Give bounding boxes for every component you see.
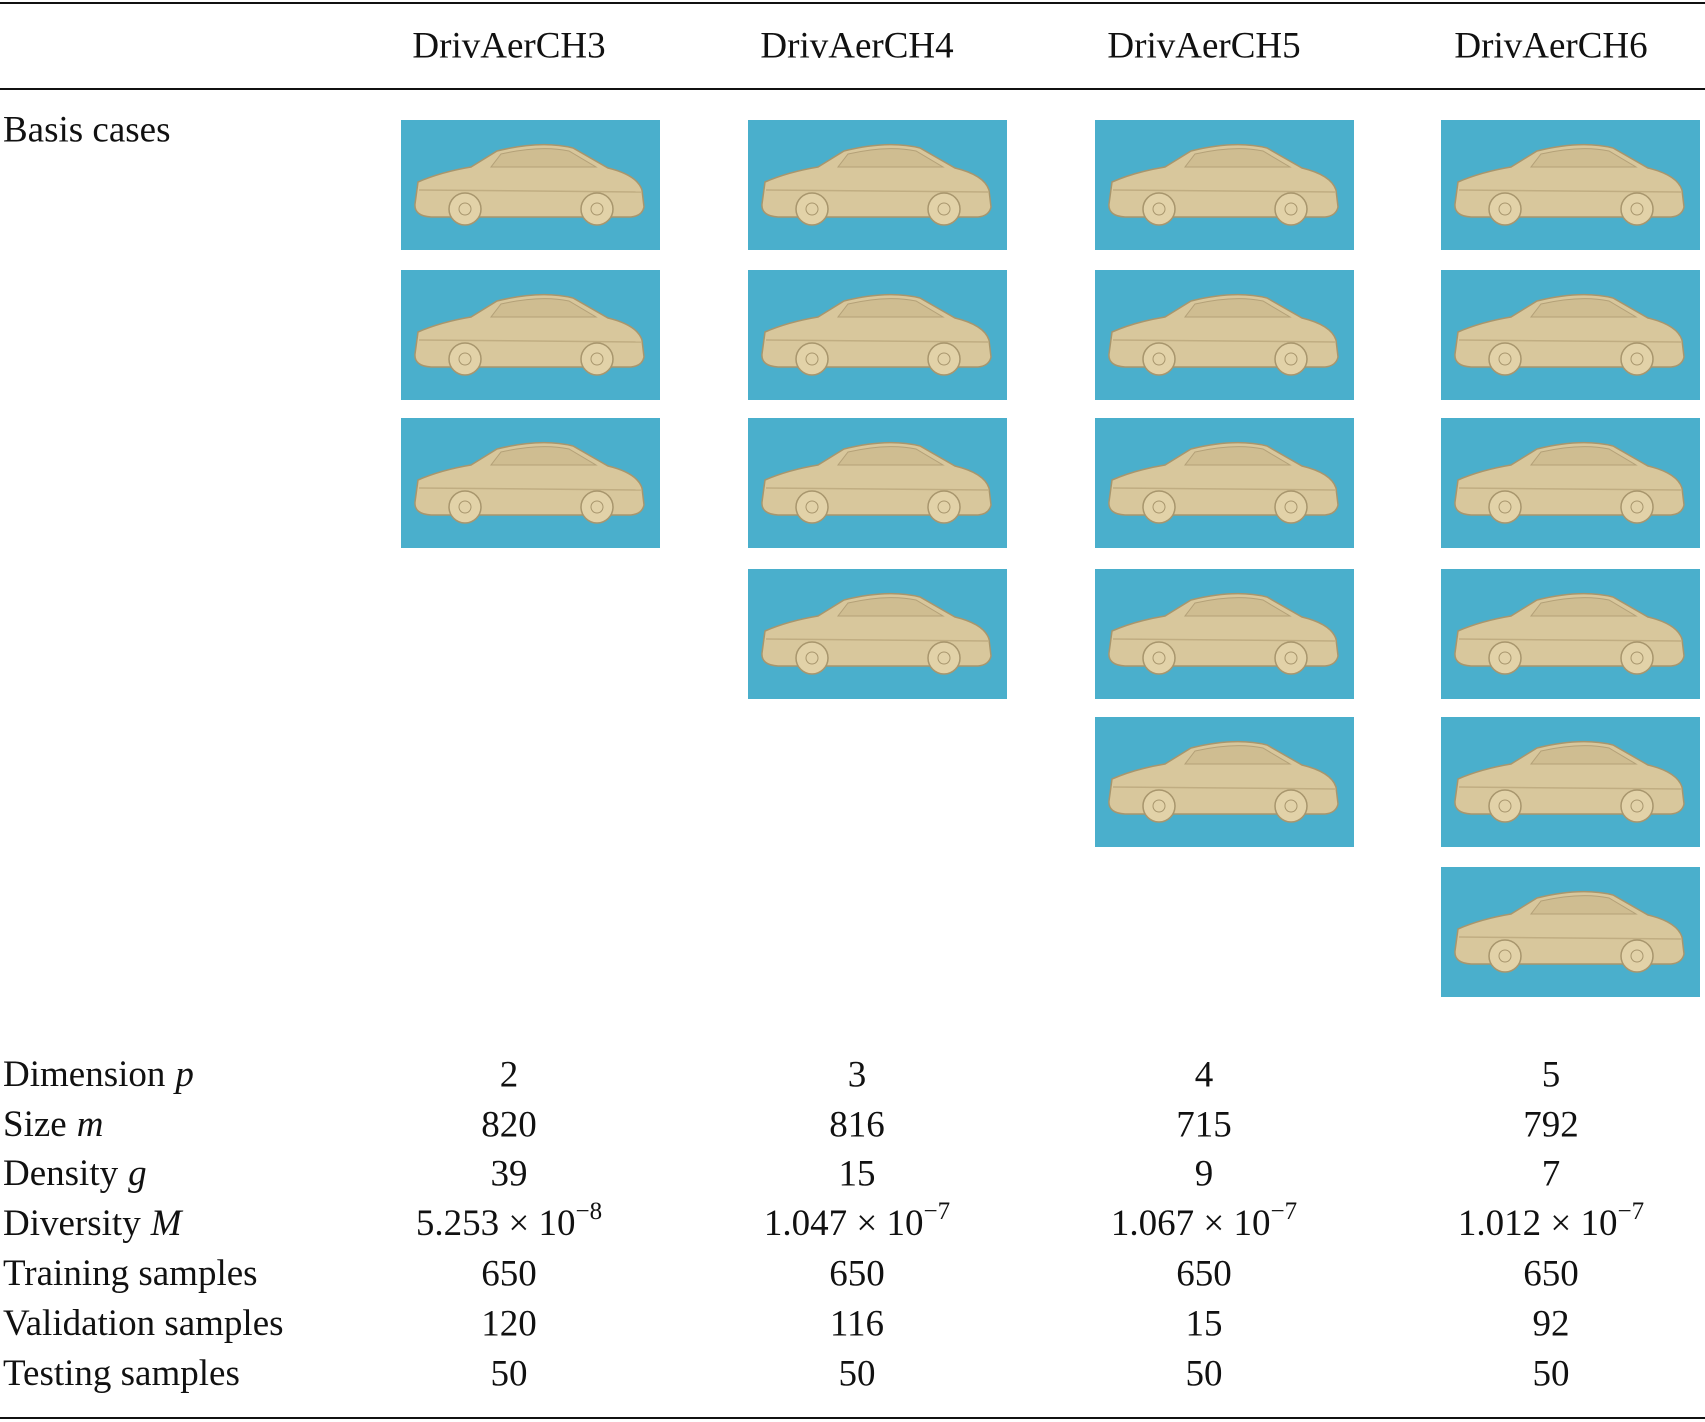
row-label-text: Size <box>3 1104 67 1145</box>
cell: 816 <box>829 1104 885 1145</box>
cell: 50 <box>491 1353 528 1394</box>
cell-exponent: −8 <box>576 1198 603 1225</box>
row-label-text: Diversity <box>3 1203 141 1244</box>
cell: 650 <box>829 1253 885 1294</box>
car-image <box>401 418 660 548</box>
car-image <box>401 270 660 400</box>
cell: 792 <box>1523 1104 1579 1145</box>
row-label-symbol: p <box>172 1054 194 1095</box>
car-image <box>1441 270 1700 400</box>
cell: 116 <box>830 1303 884 1344</box>
row-label: Diversity M <box>3 1203 184 1244</box>
cell: 650 <box>481 1253 537 1294</box>
car-image <box>1441 717 1700 847</box>
car-image <box>1441 569 1700 699</box>
cell: 3 <box>848 1054 867 1095</box>
cell: 50 <box>839 1353 876 1394</box>
row-label: Validation samples <box>3 1303 284 1344</box>
row-label: Training samples <box>3 1253 258 1294</box>
cell: 9 <box>1195 1153 1214 1194</box>
car-image <box>1441 418 1700 548</box>
cell: 715 <box>1176 1104 1232 1145</box>
car-image <box>1095 270 1354 400</box>
cell: 50 <box>1533 1353 1570 1394</box>
cell: 1.047 × 10−7 <box>764 1198 950 1245</box>
car-image <box>748 270 1007 400</box>
basis-label: Basis cases <box>3 109 171 150</box>
car-image <box>1441 867 1700 997</box>
car-image <box>1095 418 1354 548</box>
cell: 4 <box>1195 1054 1214 1095</box>
cell-mantissa: 1.012 × 10 <box>1458 1203 1618 1244</box>
cell: 650 <box>1176 1253 1232 1294</box>
cell-exponent: −7 <box>1618 1198 1645 1225</box>
row-label-text: Training samples <box>3 1253 258 1294</box>
cell: 120 <box>481 1303 537 1344</box>
cell-mantissa: 1.047 × 10 <box>764 1203 924 1244</box>
cell: 650 <box>1523 1253 1579 1294</box>
cell: 5 <box>1542 1054 1561 1095</box>
car-image <box>748 569 1007 699</box>
cell-exponent: −7 <box>924 1198 951 1225</box>
row-label: Density g <box>3 1153 147 1194</box>
cell: 92 <box>1533 1303 1570 1344</box>
row-label: Dimension p <box>3 1054 194 1095</box>
car-image <box>401 120 660 250</box>
row-label-text: Dimension <box>3 1054 165 1095</box>
cell: 820 <box>481 1104 537 1145</box>
column-header: DrivAerCH6 <box>1454 25 1647 66</box>
cell: 50 <box>1186 1353 1223 1394</box>
cell: 15 <box>839 1153 876 1194</box>
row-label: Size m <box>3 1104 103 1145</box>
car-image <box>748 418 1007 548</box>
cell-mantissa: 5.253 × 10 <box>416 1203 576 1244</box>
cell: 5.253 × 10−8 <box>416 1198 602 1245</box>
cell-mantissa: 1.067 × 10 <box>1111 1203 1271 1244</box>
cell: 1.067 × 10−7 <box>1111 1198 1297 1245</box>
column-header: DrivAerCH4 <box>760 25 953 66</box>
car-image <box>1095 120 1354 250</box>
row-label-text: Testing samples <box>3 1353 240 1394</box>
cell: 2 <box>500 1054 519 1095</box>
cell: 7 <box>1542 1153 1561 1194</box>
column-header: DrivAerCH5 <box>1107 25 1300 66</box>
cell: 15 <box>1186 1303 1223 1344</box>
cell-exponent: −7 <box>1271 1198 1298 1225</box>
car-image <box>1441 120 1700 250</box>
cell: 39 <box>491 1153 528 1194</box>
car-image <box>1095 717 1354 847</box>
car-image <box>1095 569 1354 699</box>
row-label-symbol: g <box>128 1153 147 1194</box>
row-label-text: Validation samples <box>3 1303 284 1344</box>
cell: 1.012 × 10−7 <box>1458 1198 1644 1245</box>
row-label-symbol: M <box>150 1203 184 1244</box>
car-image <box>748 120 1007 250</box>
row-label-text: Density <box>3 1153 119 1194</box>
column-header: DrivAerCH3 <box>412 25 605 66</box>
row-label: Testing samples <box>3 1353 240 1394</box>
row-label-symbol: m <box>77 1104 104 1145</box>
